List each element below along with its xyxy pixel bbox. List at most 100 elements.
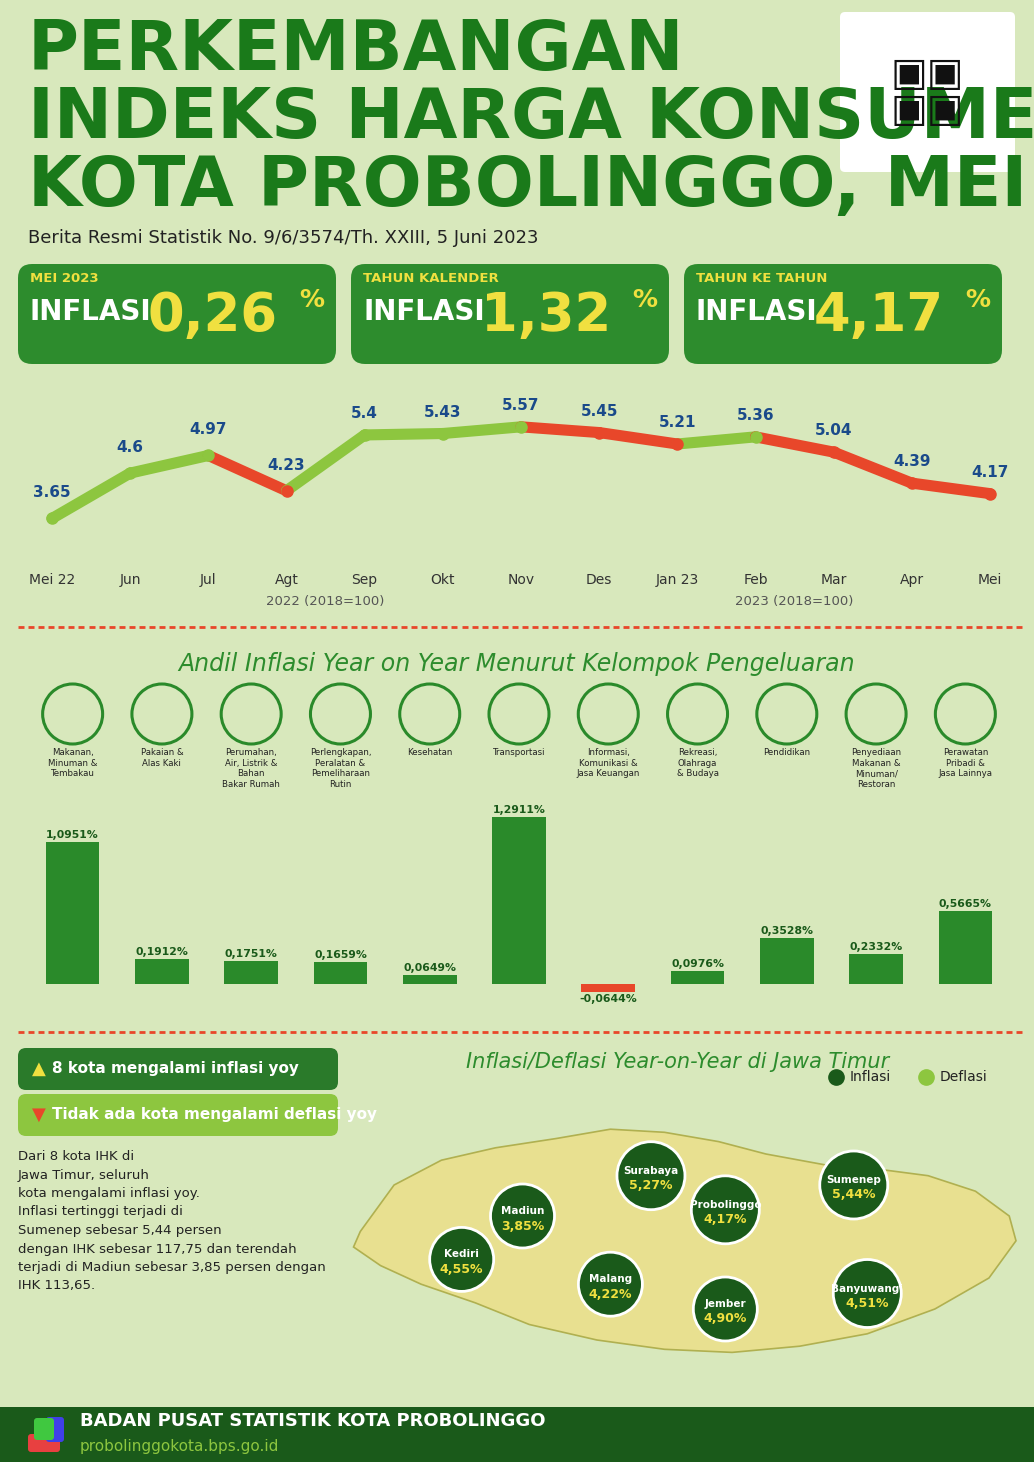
Text: Transportasi: Transportasi (493, 749, 545, 757)
Text: 1,0951%: 1,0951% (47, 830, 99, 841)
Text: 5,27%: 5,27% (630, 1180, 673, 1192)
Text: BADAN PUSAT STATISTIK KOTA PROBOLINGGO: BADAN PUSAT STATISTIK KOTA PROBOLINGGO (80, 1412, 546, 1430)
Text: 5.57: 5.57 (503, 398, 540, 412)
Text: 2022 (2018=100): 2022 (2018=100) (267, 595, 385, 608)
Text: Surabaya: Surabaya (624, 1165, 678, 1175)
Text: Dari 8 kota IHK di
Jawa Timur, seluruh
kota mengalami inflasi yoy.
Inflasi terti: Dari 8 kota IHK di Jawa Timur, seluruh k… (18, 1151, 326, 1292)
Text: 1,2911%: 1,2911% (492, 806, 546, 814)
FancyBboxPatch shape (28, 1434, 60, 1452)
Text: PERKEMBANGAN: PERKEMBANGAN (28, 18, 685, 83)
Text: INDEKS HARGA KONSUMEN: INDEKS HARGA KONSUMEN (28, 85, 1034, 152)
Text: 0,0649%: 0,0649% (403, 963, 456, 974)
Text: Jan 23: Jan 23 (656, 573, 699, 588)
Text: 1,32: 1,32 (481, 289, 611, 342)
Text: TAHUN KE TAHUN: TAHUN KE TAHUN (696, 272, 827, 285)
Circle shape (617, 1142, 685, 1209)
Text: 5.04: 5.04 (815, 423, 852, 439)
Text: Apr: Apr (900, 573, 924, 588)
Circle shape (578, 1251, 642, 1316)
Text: Deflasi: Deflasi (940, 1070, 987, 1083)
Text: 0,3528%: 0,3528% (760, 925, 814, 936)
Text: Madiun: Madiun (500, 1206, 544, 1216)
Text: Jun: Jun (119, 573, 141, 588)
FancyBboxPatch shape (45, 1417, 64, 1442)
Text: Des: Des (586, 573, 612, 588)
Text: 4,17: 4,17 (814, 289, 944, 342)
Text: -0,0644%: -0,0644% (579, 994, 637, 1004)
Text: Agt: Agt (275, 573, 299, 588)
Text: 8 kota mengalami inflasi yoy: 8 kota mengalami inflasi yoy (52, 1061, 299, 1076)
FancyBboxPatch shape (685, 265, 1002, 364)
Text: 4,55%: 4,55% (439, 1263, 484, 1276)
Text: ▣▣
▣▣: ▣▣ ▣▣ (890, 56, 965, 129)
Text: 0,1912%: 0,1912% (135, 947, 188, 958)
Text: 0,0976%: 0,0976% (671, 959, 724, 969)
Text: 0,2332%: 0,2332% (850, 942, 903, 952)
Text: ▼: ▼ (32, 1105, 45, 1124)
Text: INFLASI: INFLASI (696, 298, 818, 326)
Bar (581, 984, 635, 993)
Bar (135, 959, 188, 984)
Circle shape (820, 1151, 888, 1219)
Text: 4.97: 4.97 (189, 423, 227, 437)
FancyBboxPatch shape (351, 265, 669, 364)
Text: 5.4: 5.4 (352, 406, 378, 421)
Bar (492, 817, 546, 984)
Text: Pendidikan: Pendidikan (763, 749, 811, 757)
Text: Makanan,
Minuman &
Tembakau: Makanan, Minuman & Tembakau (48, 749, 97, 778)
Circle shape (692, 1175, 759, 1244)
Text: Andil Inflasi Year on Year Menurut Kelompok Pengeluaran: Andil Inflasi Year on Year Menurut Kelom… (179, 652, 855, 675)
Text: 4,51%: 4,51% (846, 1297, 889, 1310)
Text: 5.45: 5.45 (580, 404, 618, 418)
Text: 2023 (2018=100): 2023 (2018=100) (735, 595, 854, 608)
Bar (313, 962, 367, 984)
Circle shape (490, 1184, 554, 1249)
Text: Sep: Sep (352, 573, 377, 588)
Text: Inflasi: Inflasi (850, 1070, 891, 1083)
Text: 0,1659%: 0,1659% (314, 950, 367, 961)
Text: ▲: ▲ (32, 1060, 45, 1077)
Bar (0, 1406, 1034, 1462)
Bar (849, 953, 903, 984)
FancyBboxPatch shape (18, 1048, 338, 1091)
Text: %: % (965, 288, 990, 311)
Bar (760, 939, 814, 984)
FancyBboxPatch shape (18, 1094, 338, 1136)
Circle shape (833, 1259, 902, 1327)
Text: %: % (632, 288, 657, 311)
Text: INFLASI: INFLASI (363, 298, 485, 326)
Circle shape (430, 1228, 493, 1291)
Bar (403, 975, 456, 984)
Text: Jember: Jember (704, 1300, 747, 1308)
Bar (45, 842, 99, 984)
Text: Okt: Okt (430, 573, 455, 588)
Text: 0,1751%: 0,1751% (224, 949, 277, 959)
Text: Jul: Jul (200, 573, 217, 588)
Text: Pakaian &
Alas Kaki: Pakaian & Alas Kaki (141, 749, 183, 768)
Text: 0,26: 0,26 (148, 289, 278, 342)
Text: 4,22%: 4,22% (588, 1288, 632, 1301)
Text: Kesehatan: Kesehatan (407, 749, 453, 757)
Text: Inflasi/Deflasi Year-on-Year di Jawa Timur: Inflasi/Deflasi Year-on-Year di Jawa Tim… (466, 1053, 889, 1072)
Bar (671, 971, 725, 984)
Text: Banyuwangi: Banyuwangi (831, 1284, 904, 1294)
Text: TAHUN KALENDER: TAHUN KALENDER (363, 272, 498, 285)
Text: 4,17%: 4,17% (703, 1213, 748, 1227)
Text: 5.21: 5.21 (659, 415, 696, 430)
Text: Mei 22: Mei 22 (29, 573, 75, 588)
Text: 5.43: 5.43 (424, 405, 461, 420)
Text: Kediri: Kediri (445, 1250, 479, 1259)
Text: Feb: Feb (743, 573, 768, 588)
Text: Penyediaan
Makanan &
Minuman/
Restoran: Penyediaan Makanan & Minuman/ Restoran (851, 749, 902, 789)
Text: Nov: Nov (508, 573, 535, 588)
Text: probolinggokota.bps.go.id: probolinggokota.bps.go.id (80, 1439, 279, 1453)
Text: 4.39: 4.39 (893, 455, 931, 469)
Text: Malang: Malang (588, 1275, 632, 1284)
Text: %: % (299, 288, 324, 311)
Text: 3.65: 3.65 (33, 485, 70, 500)
Text: Sumenep: Sumenep (826, 1175, 881, 1186)
Text: Perawatan
Pribadi &
Jasa Lainnya: Perawatan Pribadi & Jasa Lainnya (939, 749, 993, 778)
Text: Perumahan,
Air, Listrik &
Bahan
Bakar Rumah: Perumahan, Air, Listrik & Bahan Bakar Ru… (222, 749, 280, 789)
Text: 3,85%: 3,85% (500, 1219, 544, 1232)
Text: Perlengkapan,
Peralatan &
Pemeliharaan
Rutin: Perlengkapan, Peralatan & Pemeliharaan R… (310, 749, 371, 789)
